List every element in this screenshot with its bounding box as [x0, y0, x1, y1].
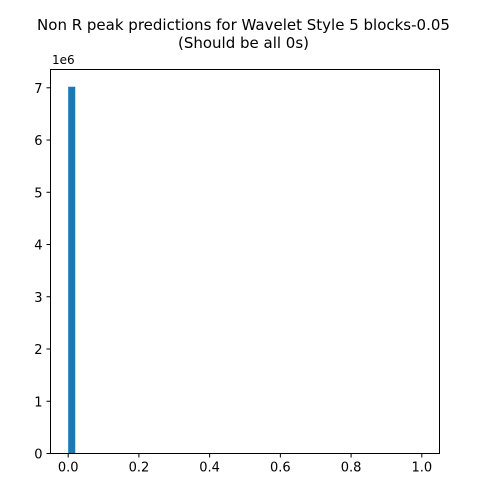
bars-group: [68, 86, 76, 454]
y-tick-label: 7: [34, 82, 42, 97]
plot-frame: [50, 69, 440, 454]
x-tick-label: 1.0: [411, 461, 432, 476]
x-tick-label: 0.4: [199, 461, 220, 476]
x-tick-label: 0.6: [270, 461, 291, 476]
y-tick-label: 6: [34, 134, 42, 149]
chart-title-line2: (Should be all 0s): [178, 34, 309, 52]
x-tick-label: 0.0: [58, 461, 79, 476]
x-tick-label: 0.8: [341, 461, 362, 476]
y-axis-offset-label: 1e6: [52, 53, 75, 67]
y-tick-label: 4: [34, 239, 42, 254]
y-tick-label: 3: [34, 291, 42, 306]
chart-title-line1: Non R peak predictions for Wavelet Style…: [37, 16, 450, 34]
histogram-bar: [68, 86, 76, 454]
y-tick-label: 1: [34, 395, 42, 410]
x-tick-label: 0.2: [129, 461, 150, 476]
y-tick-label: 2: [34, 343, 42, 358]
y-tick-label: 5: [34, 186, 42, 201]
y-axis-ticks: 0 1 2 3 4 5 6 7: [34, 82, 51, 463]
y-tick-label: 0: [34, 448, 42, 463]
x-axis-ticks: 0.0 0.2 0.4 0.6 0.8 1.0: [58, 453, 432, 476]
